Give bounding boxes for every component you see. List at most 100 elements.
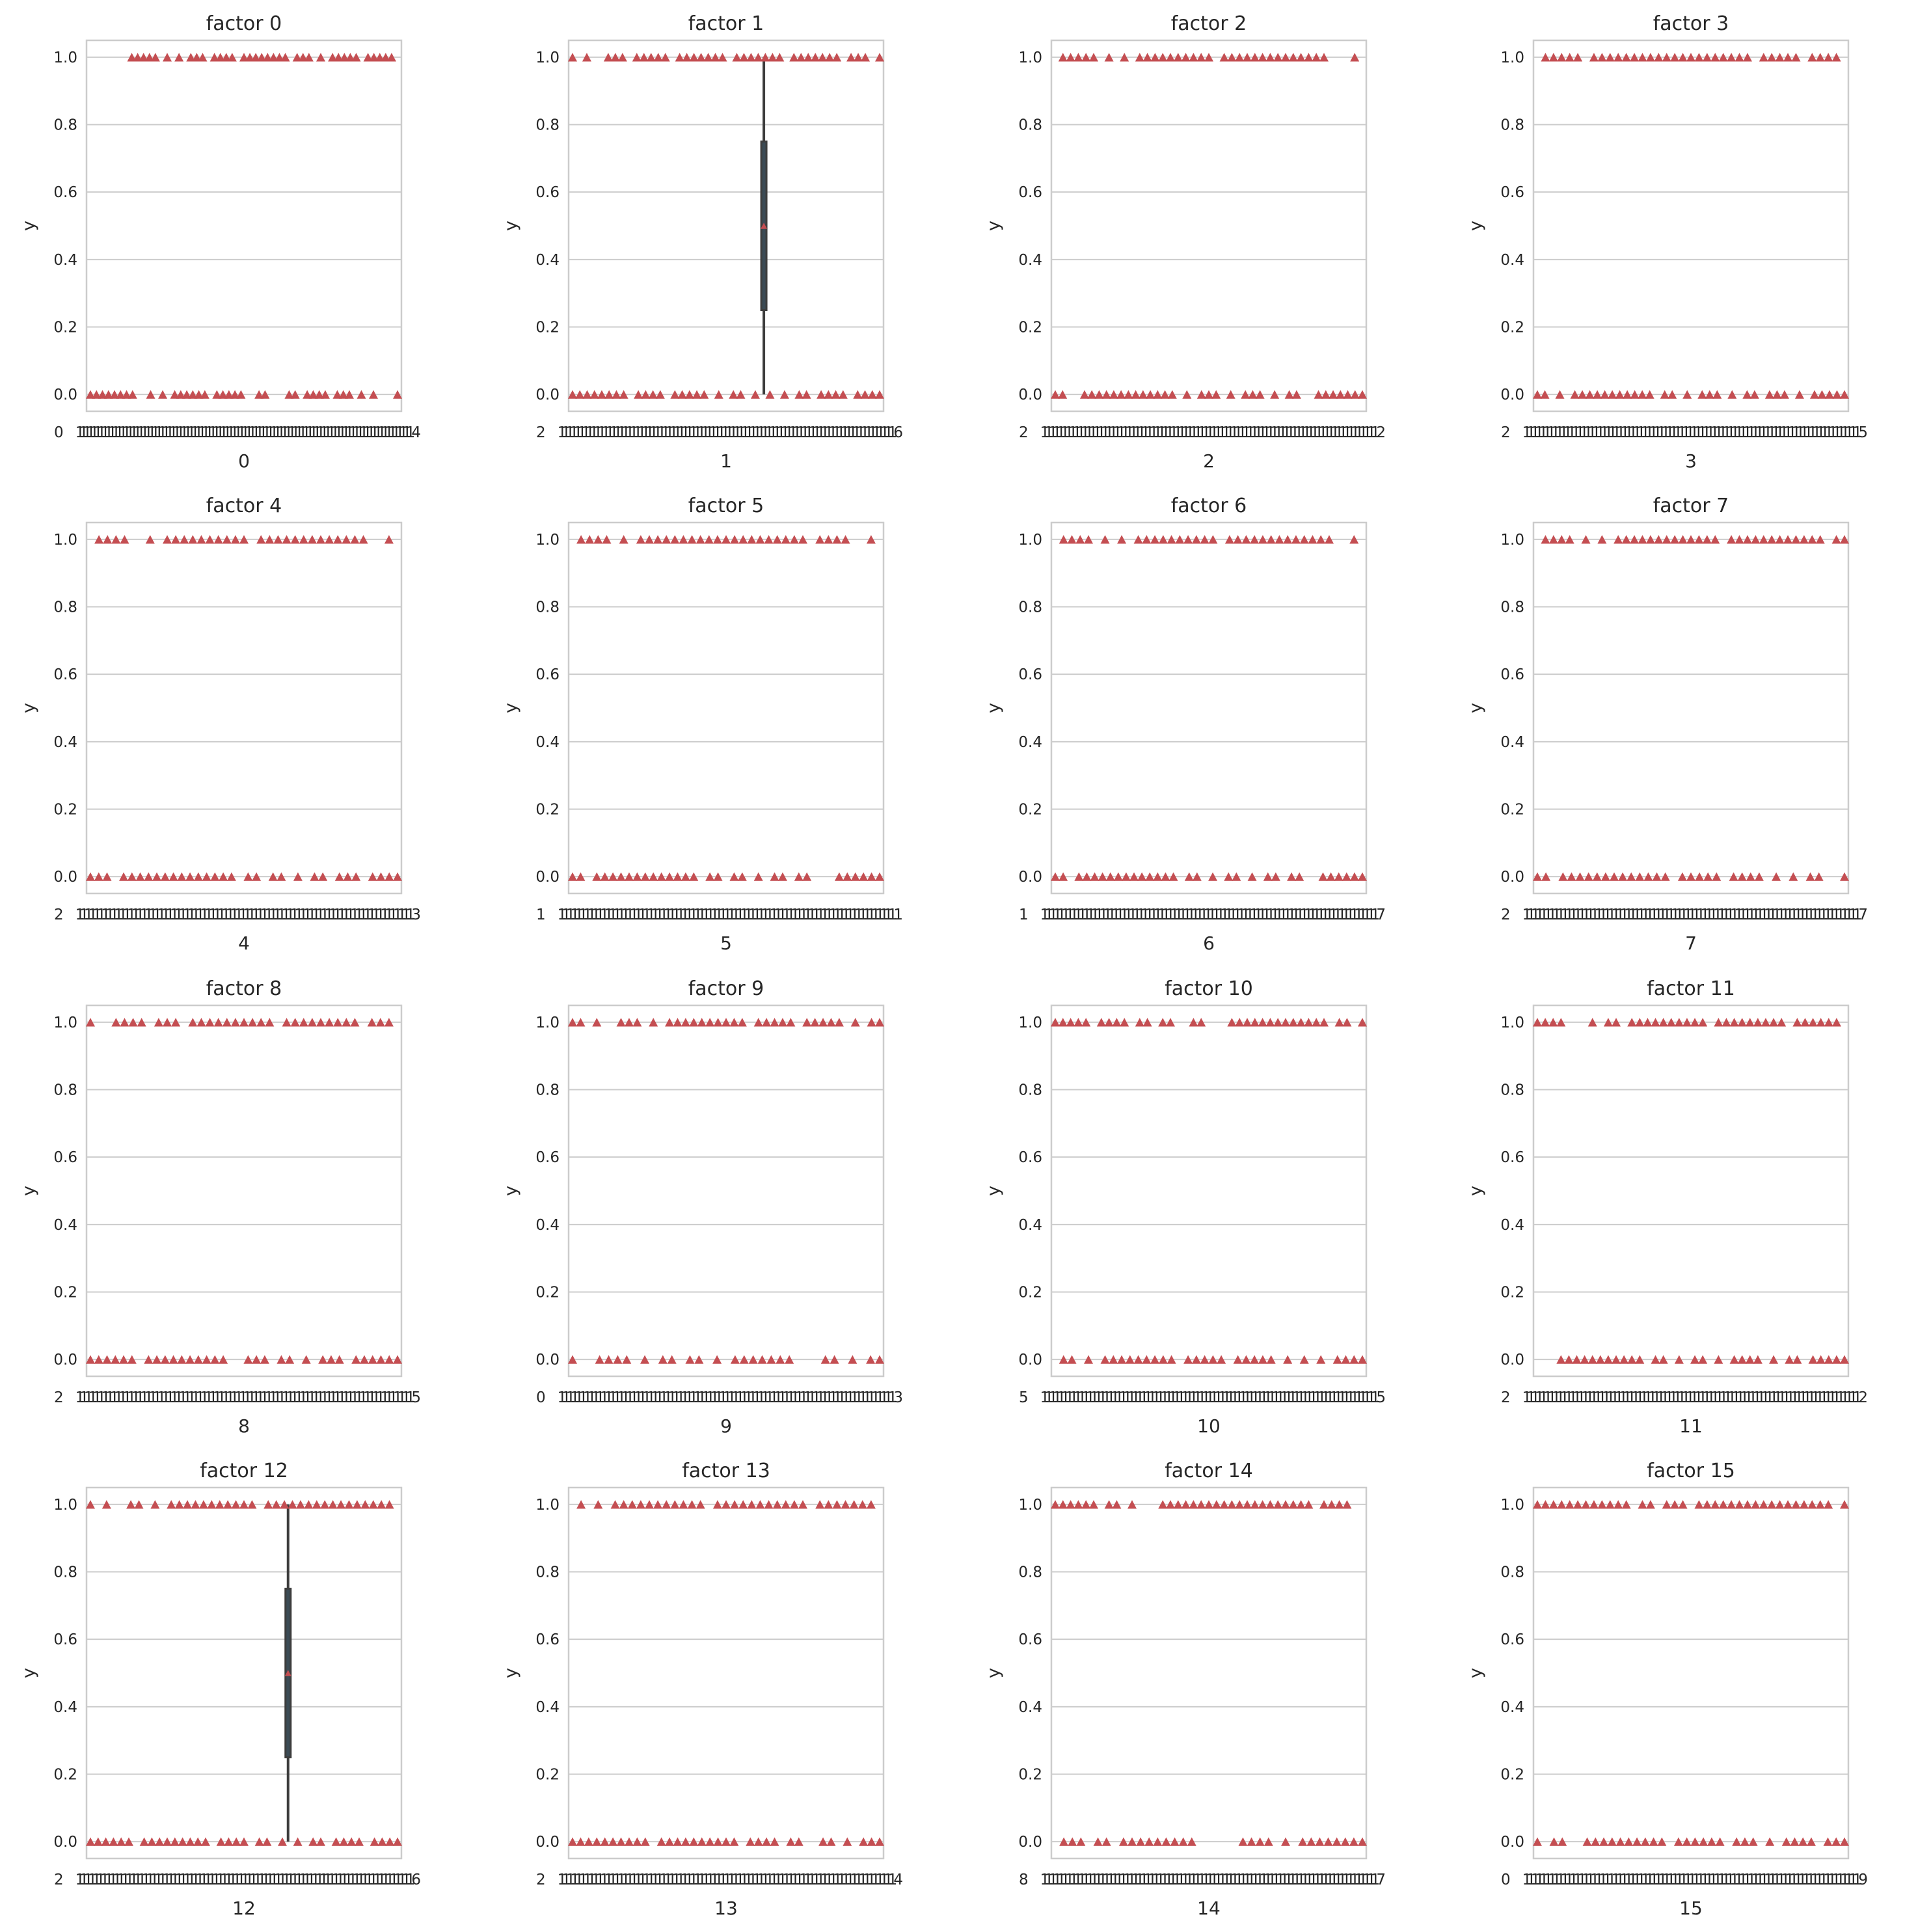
x-tick-label: 1: [355, 906, 364, 923]
x-tick-label: 1: [637, 424, 647, 441]
mean-marker: [344, 390, 354, 399]
y-tick-label: 0.2: [53, 1284, 77, 1301]
y-tick-label: 0.0: [1018, 1352, 1042, 1368]
y-tick-label: 0.2: [1500, 801, 1524, 818]
x-tick-label: 1: [1209, 424, 1219, 441]
x-tick-label: 1: [669, 424, 679, 441]
mean-marker: [193, 872, 203, 881]
x-tick-label: 1: [761, 906, 770, 923]
y-tick-label: 0.8: [1500, 1082, 1524, 1099]
x-tick-label: 1: [247, 906, 257, 923]
x-tick-label: 1: [248, 424, 258, 441]
x-tick-label: 1: [388, 906, 398, 923]
x-tick-label: 1: [366, 424, 376, 441]
x-tick-label: 1: [1294, 424, 1304, 441]
mean-marker: [236, 390, 246, 399]
y-tick-label: 0.4: [53, 252, 77, 269]
mean-marker: [1705, 390, 1714, 399]
x-tick-label: 1: [668, 906, 677, 923]
mean-marker: [334, 872, 344, 881]
mean-marker: [185, 872, 195, 881]
mean-marker: [169, 872, 178, 881]
mean-marker: [298, 53, 308, 62]
axes-frame: [1532, 1004, 1850, 1378]
x-tick-label: 1: [1121, 424, 1131, 441]
mean-marker: [144, 53, 154, 62]
x-tick-label: 1: [1616, 424, 1626, 441]
x-tick-label: 1: [1330, 424, 1340, 441]
x-tick-label: 1: [591, 906, 601, 923]
y-axis-label: y: [984, 221, 1004, 231]
x-tick-label: 1: [1706, 424, 1716, 441]
x-tick-label: 1: [733, 424, 742, 441]
mean-marker: [824, 390, 833, 399]
x-tick-label: 1: [237, 424, 247, 441]
x-tick-label-last: 6: [893, 424, 903, 441]
y-tick-label: 0.8: [53, 117, 77, 134]
x-tick-label: 1: [309, 424, 319, 441]
x-tick-label: 1: [1591, 424, 1601, 441]
x-tick-label: 1: [255, 424, 265, 441]
x-tick-label: 1: [1686, 424, 1695, 441]
y-tick-label: 0.0: [535, 387, 560, 403]
x-tick-label: 1: [1735, 424, 1744, 441]
mean-marker: [1742, 390, 1752, 399]
mean-marker: [1058, 390, 1068, 399]
mean-marker: [1336, 390, 1345, 399]
x-tick-label: 1: [212, 424, 222, 441]
x-tick-label-last: 4: [893, 1871, 903, 1888]
mean-marker: [1304, 53, 1314, 62]
mean-marker: [875, 53, 884, 62]
mean-marker: [761, 53, 770, 62]
mean-marker: [290, 390, 300, 399]
mean-marker: [1270, 390, 1280, 399]
mean-marker: [376, 872, 386, 881]
subplot-factor-7: 0.0 0.2 0.4 0.6 0.8 1.0 factor 7 y 1111111111111…: [1466, 495, 1868, 954]
mean-marker: [1540, 390, 1550, 399]
y-tick-label: 0.0: [53, 869, 77, 886]
x-tick-label: 1: [226, 906, 236, 923]
x-tick-label: 1: [1270, 424, 1280, 441]
mean-marker: [853, 390, 863, 399]
x-tick-label: 1: [1133, 424, 1142, 441]
mean-marker: [1166, 53, 1175, 62]
y-tick-label: 0.8: [1018, 1082, 1042, 1099]
x-tick-label: 1: [1779, 424, 1789, 441]
x-tick-label: 1: [725, 424, 735, 441]
y-tick-label: 0.0: [1500, 1834, 1524, 1851]
x-tick-label: 1: [243, 906, 252, 923]
x-tick-label: 1: [230, 424, 239, 441]
x-tick-label: 1: [752, 906, 762, 923]
subplot-title: factor 7: [1653, 495, 1729, 517]
x-tick-label: 1: [312, 906, 321, 923]
y-tick-label: 0.6: [1018, 1631, 1042, 1648]
mean-marker: [86, 390, 95, 399]
mean-marker: [1296, 53, 1306, 62]
x-tick-label: 1: [234, 424, 243, 441]
mean-markers: [1051, 535, 1367, 881]
subplot-factor-14: 0.0 0.2 0.4 0.6 0.8 1.0 factor 14 y 111111111111…: [984, 1460, 1386, 1919]
axes-frame: [1532, 521, 1850, 895]
x-tick-label: 1: [824, 906, 834, 923]
x-tick-label: 1: [86, 424, 96, 441]
x-tick-label: 1: [829, 906, 839, 923]
x-tick-label: 1: [284, 424, 293, 441]
x-tick-label: 1: [1088, 424, 1098, 441]
mean-marker: [692, 390, 702, 399]
x-tick-label: 1: [718, 906, 728, 923]
x-tick-label: 1: [1742, 424, 1752, 441]
x-tick-labels: 1111111111111111111111111111111111111111…: [558, 906, 898, 923]
mean-marker: [811, 53, 820, 62]
axes-frame: [1050, 1004, 1368, 1378]
mean-marker: [817, 390, 826, 399]
y-tick-label: 0.8: [535, 1564, 560, 1581]
x-tick-label: 1: [281, 906, 291, 923]
x-tick-label: 1: [689, 424, 699, 441]
y-tick-label: 0.6: [535, 1149, 560, 1166]
x-tick-label: 1: [664, 906, 673, 923]
x-tick-label: 1: [790, 906, 800, 923]
x-tick-label: 1: [305, 424, 315, 441]
mean-marker: [333, 535, 343, 544]
mean-marker: [252, 872, 262, 881]
